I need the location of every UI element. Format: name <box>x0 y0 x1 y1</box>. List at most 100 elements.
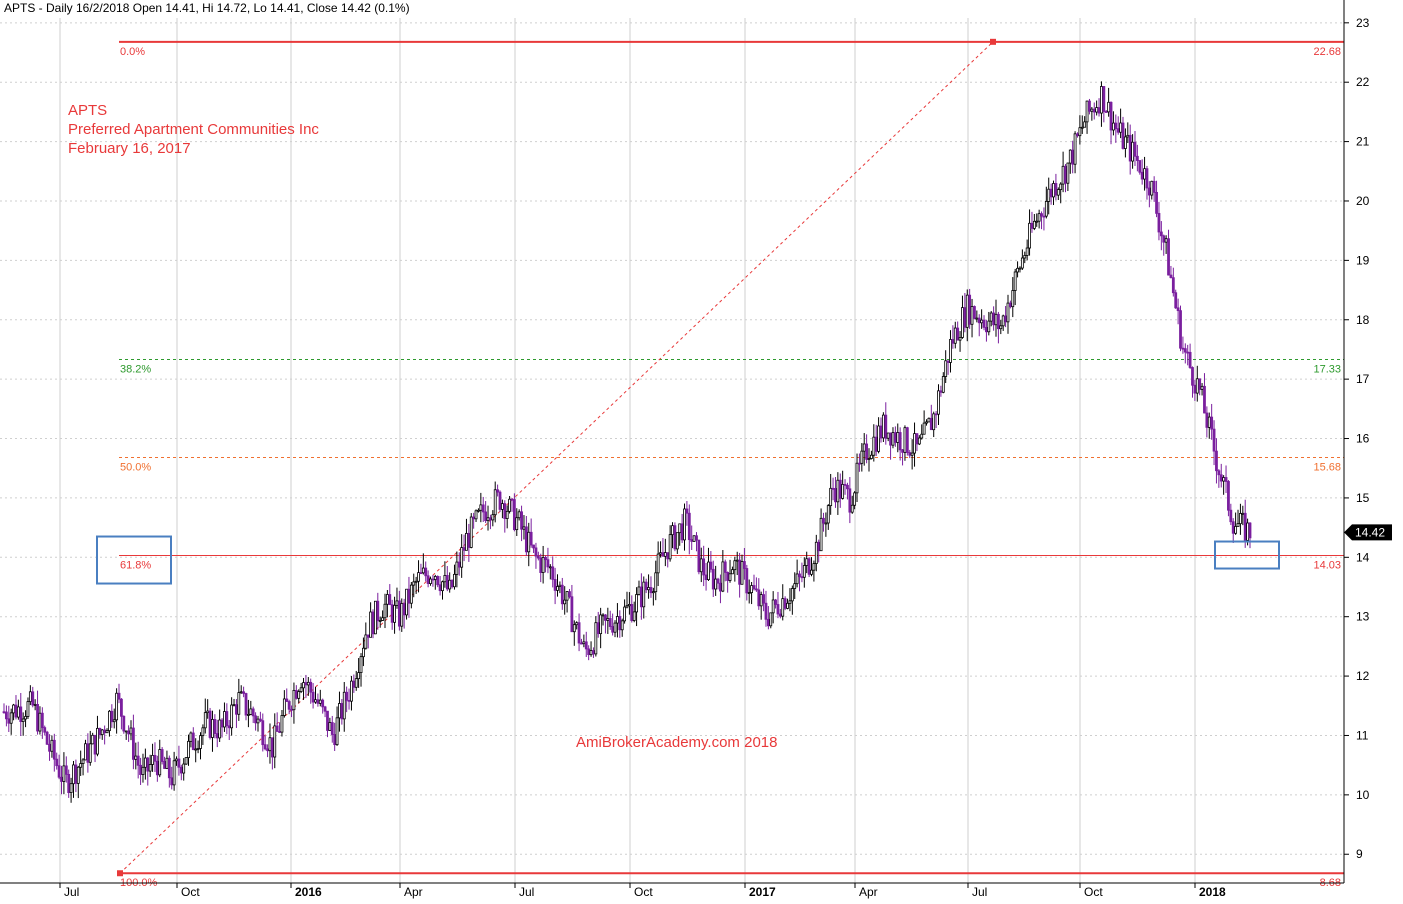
candle-body <box>330 722 334 735</box>
candle-body <box>376 600 380 622</box>
candle-body <box>778 613 782 617</box>
candle-body <box>362 647 365 658</box>
candle-body <box>218 719 222 739</box>
trend-line-layer <box>117 38 996 877</box>
candle-body <box>786 602 789 609</box>
candle-body <box>19 706 23 722</box>
candle-body <box>1167 238 1170 276</box>
candle-body <box>910 452 914 456</box>
candle-body <box>326 710 329 731</box>
candle-body <box>359 656 363 673</box>
candle-body <box>544 557 547 561</box>
candle-body <box>651 591 655 594</box>
candle-body <box>733 560 737 571</box>
candle-body <box>57 765 61 778</box>
x-tick-label: 2016 <box>295 885 322 899</box>
candle-body <box>841 483 845 499</box>
candle-body <box>929 417 933 431</box>
candle-body <box>683 508 686 541</box>
candle-body <box>333 734 337 746</box>
candle-body <box>850 504 854 513</box>
candle-body <box>1035 220 1039 223</box>
candle-body <box>1042 215 1046 218</box>
candle-body <box>146 757 150 772</box>
fib-level-percent: 50.0% <box>120 462 151 474</box>
fib-level-price: 22.68 <box>1313 46 1341 58</box>
candle-body <box>211 719 214 738</box>
candle-body <box>1150 180 1154 196</box>
candle-body <box>335 717 339 746</box>
candle-body <box>1023 255 1027 259</box>
candle-body <box>961 307 964 338</box>
y-tick-label: 11 <box>1356 728 1369 742</box>
candle-body <box>1186 351 1190 354</box>
candle-body <box>618 616 622 631</box>
candle-body <box>1085 100 1089 123</box>
candle-body <box>1155 191 1158 214</box>
last-price-tag-shape <box>1344 524 1392 541</box>
y-tick-label: 12 <box>1356 669 1370 683</box>
candle-body <box>342 691 346 720</box>
candle-body <box>321 699 325 708</box>
candle-body <box>412 581 416 586</box>
candle-body <box>743 561 746 569</box>
candle-body <box>754 588 758 591</box>
candle-body <box>1095 107 1099 113</box>
candle-body <box>453 573 456 588</box>
candle-body <box>1083 121 1087 128</box>
candle-body <box>40 712 44 729</box>
candle-body <box>1200 385 1204 390</box>
candle-body <box>565 591 569 601</box>
candle-body <box>1126 134 1130 138</box>
candle-body <box>563 599 567 605</box>
candle-body <box>977 317 981 324</box>
candle-body <box>1104 111 1108 113</box>
candle-body <box>848 488 852 513</box>
annotation-symbol: APTS <box>68 102 107 119</box>
candle-body <box>436 576 440 586</box>
candle-body <box>405 588 408 616</box>
candle-body <box>299 687 303 692</box>
candle-body <box>460 547 464 568</box>
candle-body <box>199 735 202 749</box>
candle-body <box>160 749 164 762</box>
x-tick-label: Apr <box>404 885 423 899</box>
candle-body <box>647 587 650 591</box>
y-tick-label: 23 <box>1356 16 1370 30</box>
candle-body <box>692 535 696 542</box>
fib-level-price: 17.33 <box>1313 364 1341 376</box>
candle-body <box>678 523 682 534</box>
candle-body <box>448 579 452 590</box>
candle-body <box>153 754 157 762</box>
candle-body <box>469 516 473 548</box>
candle-body <box>268 737 272 752</box>
candle-body <box>781 598 785 617</box>
candle-body <box>512 499 516 531</box>
candle-body <box>1030 222 1034 229</box>
candle-body <box>38 712 42 732</box>
candle-body <box>884 414 888 439</box>
candle-body <box>1195 378 1199 394</box>
candle-body <box>716 578 720 584</box>
candle-body <box>834 488 837 503</box>
candle-body <box>280 715 284 733</box>
candle-body <box>179 766 183 774</box>
candle-body <box>429 578 432 584</box>
candle-body <box>196 748 200 750</box>
y-tick-label: 19 <box>1356 253 1370 267</box>
candle-body <box>249 708 253 715</box>
candle-body <box>1193 384 1197 394</box>
candle-body <box>668 534 672 560</box>
candle-body <box>1207 416 1211 428</box>
candle-body <box>282 698 286 716</box>
candle-body <box>350 680 353 702</box>
candle-body <box>1102 86 1106 112</box>
annotation-company: Preferred Apartment Communities Inc <box>68 121 319 138</box>
candle-body <box>340 703 344 720</box>
candle-body <box>735 559 739 562</box>
candle-body <box>596 622 600 635</box>
candle-body <box>1215 450 1218 472</box>
candle-body <box>532 544 535 549</box>
candle-body <box>292 689 296 711</box>
candle-body <box>548 566 552 569</box>
